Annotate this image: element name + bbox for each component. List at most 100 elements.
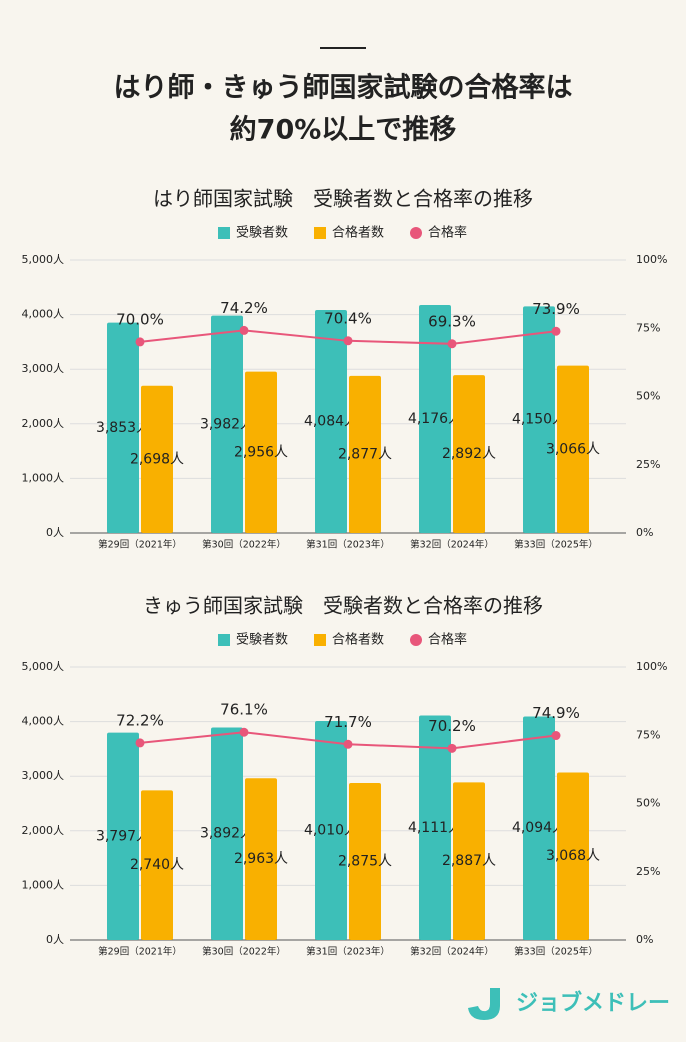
rate-point (239, 325, 249, 335)
bar (349, 375, 381, 533)
data-label: 2,887人 (442, 853, 496, 869)
x-tick-label: 第31回（2023年） (306, 946, 390, 958)
data-label: 4,176人 (408, 411, 462, 427)
bar (211, 727, 243, 940)
legend-label: 合格率 (428, 225, 467, 241)
data-label: 72.2% (116, 711, 164, 729)
data-label: 74.9% (532, 704, 580, 722)
rate-point (135, 738, 145, 748)
y-tick-label: 5,000人 (22, 253, 65, 266)
x-tick-label: 第30回（2022年） (202, 946, 286, 958)
logo: ジョブメドレー (468, 988, 670, 1020)
data-label: 3,982人 (200, 416, 254, 432)
x-tick-label: 第32回（2024年） (410, 946, 494, 958)
legend-label: 受験者数 (236, 226, 288, 241)
bar (523, 306, 555, 533)
data-label: 2,875人 (338, 854, 392, 870)
bar (419, 715, 451, 940)
data-label: 2,740人 (130, 857, 184, 873)
bar (141, 385, 173, 533)
bar (315, 721, 347, 940)
chart-title: はり師国家試験 受験者数と合格率の推移 (153, 187, 533, 211)
y2-tick-label: 75% (636, 321, 660, 334)
data-label: 4,084人 (304, 414, 358, 430)
legend-swatch (314, 634, 326, 646)
y2-tick-label: 25% (636, 865, 660, 878)
data-label: 69.3% (428, 312, 476, 330)
data-label: 2,698人 (130, 451, 184, 467)
legend-swatch (410, 227, 422, 239)
y-tick-label: 4,000人 (22, 308, 65, 321)
bar (557, 772, 589, 940)
x-tick-label: 第33回（2025年） (514, 539, 598, 551)
rate-point (551, 326, 561, 336)
data-label: 70.4% (324, 309, 372, 327)
bar (107, 732, 139, 940)
data-label: 3,066人 (546, 441, 600, 457)
bar (245, 778, 277, 940)
legend-swatch (314, 227, 326, 239)
y2-tick-label: 75% (636, 728, 660, 741)
x-tick-label: 第31回（2023年） (306, 539, 390, 551)
x-tick-label: 第33回（2025年） (514, 946, 598, 958)
y-tick-label: 3,000人 (22, 362, 65, 375)
y-tick-label: 1,000人 (22, 878, 65, 891)
x-tick-label: 第32回（2024年） (410, 539, 494, 551)
x-tick-label: 第29回（2021年） (98, 539, 182, 551)
y2-tick-label: 100% (636, 660, 667, 673)
legend-swatch (410, 634, 422, 646)
bar (211, 315, 243, 533)
y-tick-label: 5,000人 (22, 660, 65, 673)
rate-point (239, 727, 249, 737)
y-tick-label: 0人 (46, 526, 64, 539)
rate-point (447, 339, 457, 349)
rate-point (551, 731, 561, 741)
data-label: 70.2% (428, 717, 476, 735)
bar (557, 365, 589, 533)
logo-text: ジョブメドレー (516, 990, 670, 1016)
data-label: 4,111人 (408, 820, 462, 836)
data-label: 74.2% (220, 299, 268, 317)
data-label: 3,892人 (200, 826, 254, 842)
y-tick-label: 2,000人 (22, 824, 65, 837)
data-label: 2,877人 (338, 446, 392, 462)
y-tick-label: 4,000人 (22, 715, 65, 728)
y-tick-label: 2,000人 (22, 417, 65, 430)
bar (419, 304, 451, 533)
bar (453, 375, 485, 533)
x-tick-label: 第29回（2021年） (98, 946, 182, 958)
data-label: 3,853人 (96, 420, 150, 436)
chart-title: きゅう師国家試験 受験者数と合格率の推移 (143, 594, 543, 618)
data-label: 73.9% (532, 300, 580, 318)
rate-point (343, 739, 353, 749)
bar (315, 310, 347, 533)
y2-tick-label: 0% (636, 526, 653, 539)
legend-label: 合格者数 (332, 632, 384, 648)
bar (349, 783, 381, 940)
bar (141, 790, 173, 940)
rate-point (135, 337, 145, 347)
y-tick-label: 3,000人 (22, 769, 65, 782)
rate-point (447, 743, 457, 753)
page-title: 約70%以上で推移 (230, 114, 457, 146)
y-tick-label: 0人 (46, 933, 64, 946)
data-label: 2,892人 (442, 446, 496, 462)
bar (245, 371, 277, 533)
legend-label: 合格者数 (332, 225, 384, 241)
data-label: 2,956人 (234, 444, 288, 460)
data-label: 4,010人 (304, 823, 358, 839)
rate-point (343, 336, 353, 346)
data-label: 3,797人 (96, 828, 150, 844)
data-label: 3,068人 (546, 848, 600, 864)
y2-tick-label: 25% (636, 458, 660, 471)
logo-icon (468, 988, 500, 1020)
y2-tick-label: 100% (636, 253, 667, 266)
y2-tick-label: 50% (636, 390, 660, 403)
data-label: 70.0% (116, 310, 164, 328)
legend-swatch (218, 634, 230, 646)
y2-tick-label: 0% (636, 933, 653, 946)
legend-label: 合格率 (428, 632, 467, 648)
data-label: 4,150人 (512, 412, 566, 428)
